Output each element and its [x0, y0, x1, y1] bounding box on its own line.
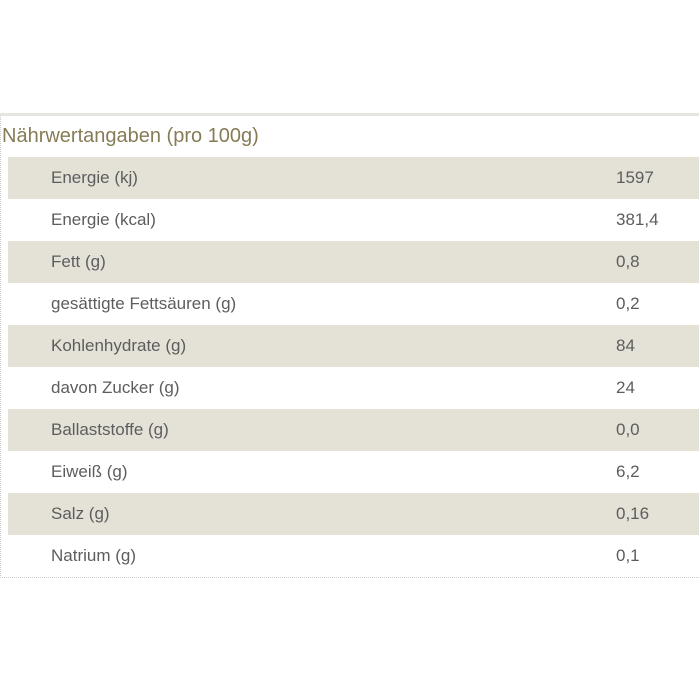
table-row: Energie (kj) 1597: [8, 157, 699, 199]
nutrient-value: 381,4: [616, 210, 659, 229]
nutrient-value: 6,2: [616, 462, 640, 481]
nutrient-value: 84: [616, 336, 635, 355]
nutrient-label: Energie (kcal): [51, 210, 156, 229]
table-row: Energie (kcal) 381,4: [8, 199, 699, 241]
nutrition-table: Energie (kj) 1597 Energie (kcal) 381,4 F…: [1, 157, 699, 577]
nutrient-value: 0,16: [616, 504, 650, 523]
nutrient-label: gesättigte Fettsäuren (g): [51, 294, 237, 313]
nutrient-label: Ballaststoffe (g): [51, 420, 169, 439]
nutrient-value: 0,1: [616, 546, 640, 565]
nutrient-value: 0,8: [616, 252, 640, 271]
nutrition-panel-title: Nährwertangaben (pro 100g): [2, 125, 259, 147]
nutrition-facts-panel: Nährwertangaben (pro 100g) Energie (kj) …: [0, 113, 699, 578]
table-row: Fett (g) 0,8: [8, 241, 699, 283]
table-row: Eiweiß (g) 6,2: [8, 451, 699, 493]
nutrient-label: Kohlenhydrate (g): [51, 336, 187, 355]
nutrient-label: Fett (g): [51, 252, 106, 271]
nutrient-value: 1597: [616, 168, 654, 187]
table-row: Natrium (g) 0,1: [8, 535, 699, 577]
nutrient-label: davon Zucker (g): [51, 378, 180, 397]
nutrient-label: Eiweiß (g): [51, 462, 128, 481]
nutrient-value: 0,2: [616, 294, 640, 313]
table-row: davon Zucker (g) 24: [8, 367, 699, 409]
nutrient-value: 24: [616, 378, 635, 397]
table-row: Salz (g) 0,16: [8, 493, 699, 535]
nutrient-label: Natrium (g): [51, 546, 137, 565]
nutrient-label: Salz (g): [51, 504, 110, 523]
nutrient-value: 0,0: [616, 420, 640, 439]
table-row: gesättigte Fettsäuren (g) 0,2: [8, 283, 699, 325]
table-row: Kohlenhydrate (g) 84: [8, 325, 699, 367]
nutrient-label: Energie (kj): [51, 168, 138, 187]
table-row: Ballaststoffe (g) 0,0: [8, 409, 699, 451]
